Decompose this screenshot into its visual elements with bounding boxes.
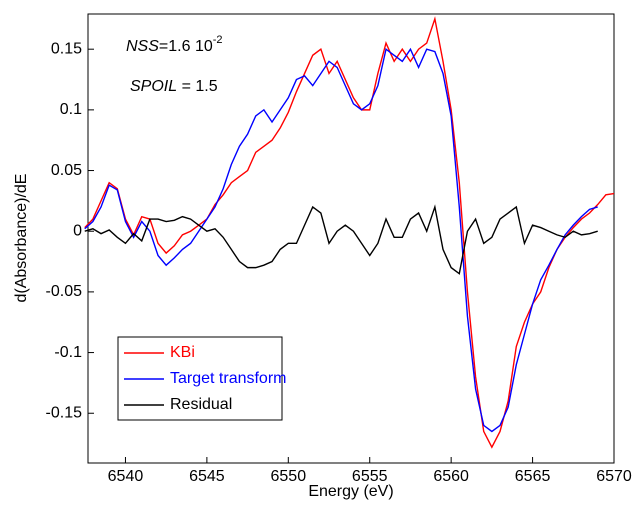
x-tick-label: 6550 (271, 468, 307, 485)
y-tick-label: -0.15 (46, 404, 83, 421)
annotation: NSS=1.6 10-2 (126, 34, 223, 55)
y-tick-label: -0.05 (46, 283, 83, 300)
legend-label: Target transform (170, 370, 286, 387)
annotation-superscript: -2 (213, 34, 223, 46)
annotation-text: =1.6 10 (159, 38, 213, 55)
y-axis-label: d(Absorbance)/dE (13, 174, 30, 303)
legend-label: Residual (170, 396, 232, 413)
y-tick-label: 0.1 (60, 101, 82, 118)
annotation-italic: SPOIL (130, 78, 177, 95)
x-tick-label: 6540 (108, 468, 144, 485)
annotation: SPOIL = 1.5 (130, 78, 218, 95)
x-tick-label: 6565 (515, 468, 551, 485)
x-tick-label: 6555 (352, 468, 388, 485)
series-line (84, 16, 615, 449)
y-tick-label: 0 (73, 222, 82, 239)
annotation-text: = 1.5 (177, 78, 218, 95)
x-tick-label: 6570 (596, 468, 632, 485)
y-tick-label: 0.15 (51, 40, 82, 57)
series-line (84, 47, 598, 433)
y-tick-label: -0.1 (54, 344, 82, 361)
x-axis-label: Energy (eV) (308, 483, 393, 500)
plot-frame (87, 13, 615, 464)
annotation-italic: NSS (126, 38, 159, 55)
x-tick-label: 6545 (189, 468, 225, 485)
y-tick-label: 0.05 (51, 162, 82, 179)
legend-label: KBi (170, 344, 195, 361)
x-tick-label: 6560 (433, 468, 469, 485)
series-line (84, 204, 598, 275)
